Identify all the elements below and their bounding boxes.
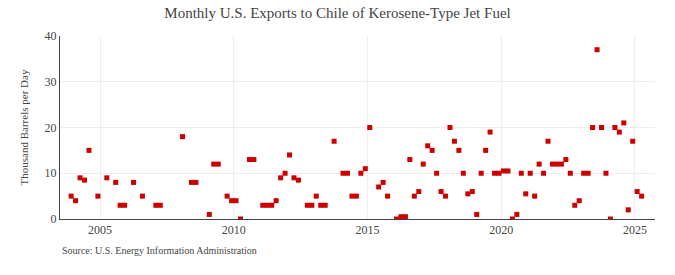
svg-text:Thousand Barrels per Day: Thousand Barrels per Day: [18, 69, 30, 185]
svg-text:Source: U.S. Energy Informatio: Source: U.S. Energy Information Administ…: [62, 245, 257, 256]
svg-text:20: 20: [45, 121, 57, 135]
svg-text:2010: 2010: [222, 223, 246, 237]
svg-text:2015: 2015: [356, 223, 380, 237]
svg-text:0: 0: [51, 212, 57, 226]
svg-text:Monthly U.S. Exports to Chile: Monthly U.S. Exports to Chile of Kerosen…: [164, 5, 510, 21]
svg-text:2005: 2005: [88, 223, 112, 237]
svg-text:2025: 2025: [623, 223, 647, 237]
svg-text:2020: 2020: [489, 223, 513, 237]
svg-text:40: 40: [45, 29, 57, 43]
svg-text:30: 30: [45, 75, 57, 89]
svg-text:10: 10: [45, 166, 57, 180]
